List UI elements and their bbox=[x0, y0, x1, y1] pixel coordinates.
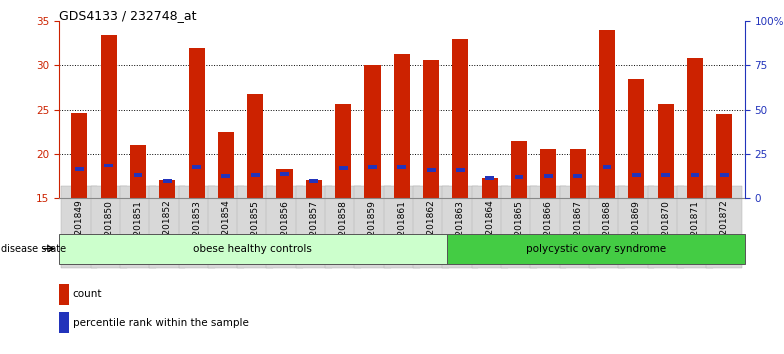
Bar bbox=[368, 165, 377, 169]
Text: obese healthy controls: obese healthy controls bbox=[193, 244, 312, 254]
Bar bbox=[159, 180, 176, 198]
Bar bbox=[306, 180, 322, 198]
Bar bbox=[247, 94, 263, 198]
Bar bbox=[717, 114, 732, 198]
Bar bbox=[75, 167, 84, 171]
Bar bbox=[221, 174, 230, 178]
Bar bbox=[365, 65, 380, 198]
Bar bbox=[687, 58, 703, 198]
Bar bbox=[130, 145, 146, 198]
Bar bbox=[59, 284, 68, 305]
Bar bbox=[133, 173, 143, 177]
Bar bbox=[511, 141, 527, 198]
Text: disease state: disease state bbox=[1, 244, 66, 254]
Bar bbox=[426, 168, 436, 172]
Bar bbox=[544, 174, 553, 178]
Bar bbox=[310, 178, 318, 183]
Bar bbox=[104, 164, 113, 167]
Bar bbox=[277, 169, 292, 198]
Bar bbox=[71, 113, 87, 198]
Bar bbox=[339, 166, 347, 170]
Text: GDS4133 / 232748_at: GDS4133 / 232748_at bbox=[59, 9, 196, 22]
Bar bbox=[514, 175, 524, 179]
Bar bbox=[599, 30, 615, 198]
Bar bbox=[100, 34, 117, 198]
Bar bbox=[573, 174, 583, 178]
Bar bbox=[280, 172, 289, 176]
Bar bbox=[661, 173, 670, 177]
Text: percentile rank within the sample: percentile rank within the sample bbox=[72, 318, 249, 328]
Bar bbox=[603, 165, 612, 169]
Bar bbox=[218, 132, 234, 198]
Bar bbox=[251, 173, 260, 177]
Text: count: count bbox=[72, 289, 102, 299]
Bar bbox=[163, 178, 172, 183]
Bar bbox=[394, 54, 410, 198]
Bar bbox=[397, 165, 406, 169]
Bar bbox=[720, 173, 728, 177]
Bar bbox=[447, 234, 745, 264]
Bar bbox=[628, 79, 644, 198]
Bar bbox=[481, 178, 498, 198]
Bar bbox=[540, 149, 557, 198]
Bar bbox=[335, 104, 351, 198]
Text: polycystic ovary syndrome: polycystic ovary syndrome bbox=[525, 244, 666, 254]
Bar bbox=[456, 168, 465, 172]
Bar bbox=[691, 173, 699, 177]
Bar bbox=[570, 149, 586, 198]
Bar bbox=[188, 48, 205, 198]
Bar bbox=[59, 234, 447, 264]
Bar bbox=[192, 165, 201, 169]
Bar bbox=[59, 312, 68, 333]
Bar bbox=[485, 176, 494, 180]
Bar bbox=[658, 104, 673, 198]
Bar bbox=[423, 60, 439, 198]
Bar bbox=[452, 39, 469, 198]
Bar bbox=[632, 173, 641, 177]
